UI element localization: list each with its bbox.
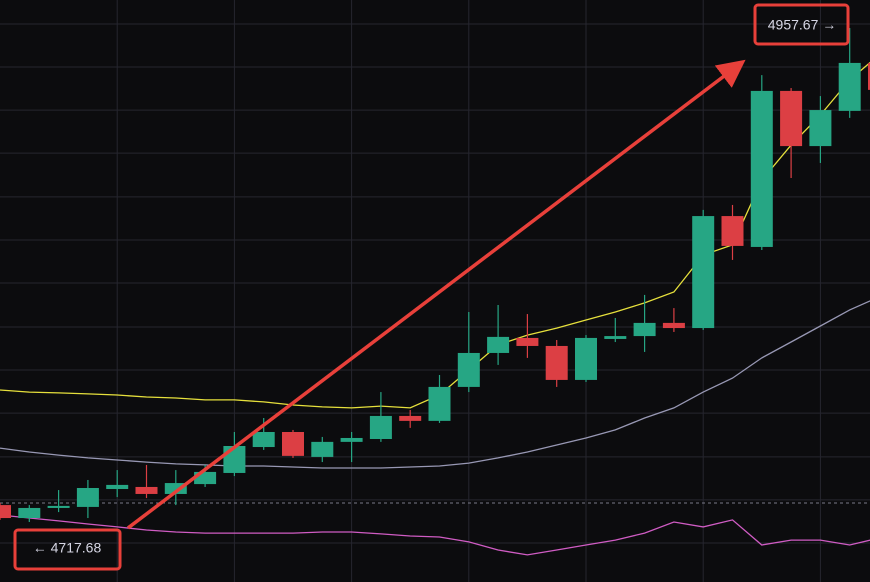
low-label: ← 4717.68 <box>33 540 102 556</box>
candle-body <box>106 484 129 490</box>
candle-body <box>868 62 870 90</box>
low-label-box <box>13 528 122 571</box>
candle-body <box>604 336 627 339</box>
candle-body <box>47 505 70 508</box>
candle-body <box>135 486 158 494</box>
candle-body <box>282 432 304 456</box>
candle-body <box>223 445 246 473</box>
candle-body <box>76 487 99 507</box>
candle-body <box>457 352 480 387</box>
candle-body <box>487 336 510 353</box>
candle-body <box>809 110 832 147</box>
candle-body <box>721 216 744 246</box>
candle-body <box>428 386 451 421</box>
candle-body <box>164 483 187 494</box>
candle-body <box>340 437 363 442</box>
candle-body <box>311 441 334 457</box>
candle-body <box>838 62 861 111</box>
candle-body <box>18 507 41 519</box>
high-label-box <box>753 3 850 46</box>
candle-body <box>780 90 803 147</box>
candle-body <box>399 415 422 421</box>
high-label: 4957.67 → <box>768 17 837 33</box>
candle-body <box>516 337 539 346</box>
candle-body <box>662 322 685 329</box>
candle-body <box>692 216 715 329</box>
candle-body <box>750 90 773 247</box>
indicator-line <box>0 300 870 469</box>
candle-body <box>252 432 275 448</box>
indicator-line <box>0 514 870 556</box>
candle-body <box>575 337 597 380</box>
trend-arrow <box>126 59 746 530</box>
candle-body <box>633 322 656 337</box>
candle-body <box>545 345 568 380</box>
candle-body <box>369 415 392 440</box>
candle-body <box>0 505 11 519</box>
